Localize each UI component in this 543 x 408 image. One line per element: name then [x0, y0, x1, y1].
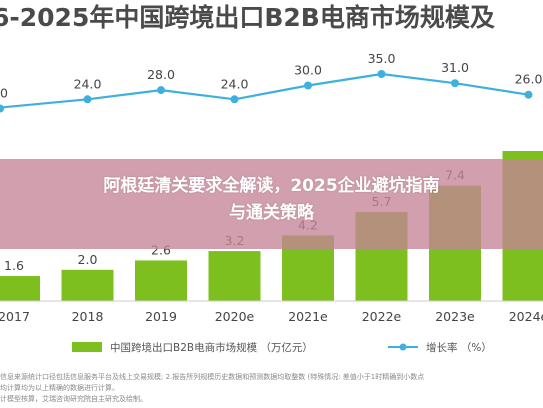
x-tick-label: 2018: [72, 309, 104, 324]
growth-line-layer: 0 24.0 28.0 24.0 30.0 35.0 31.0 26.0: [0, 51, 542, 113]
chart-title: 6-2025年中国跨境出口B2B电商市场规模及: [0, 3, 495, 32]
legend-bar-label: 中国跨境出口B2B电商市场规模 （万亿元）: [110, 341, 313, 354]
legend-line-label: 增长率 （%）: [426, 341, 492, 354]
bar-value-label: 1.6: [4, 258, 24, 273]
growth-value-label: 24.0: [221, 76, 249, 91]
bar-2018: [61, 269, 114, 301]
growth-value-label: 30.0: [294, 63, 322, 78]
legend-line-marker: [399, 343, 407, 351]
growth-value-label: 28.0: [147, 67, 175, 82]
growth-point: [0, 104, 4, 113]
legend: 中国跨境出口B2B电商市场规模 （万亿元） 增长率 （%）: [72, 341, 492, 354]
x-tick-label: 2020e: [215, 309, 255, 324]
x-tick-label: 2019: [145, 309, 177, 324]
x-tick-label: 2024e: [509, 309, 543, 324]
overlay-banner: [0, 159, 543, 249]
growth-value-label: 0: [0, 86, 8, 101]
growth-point: [230, 95, 239, 104]
growth-point: [304, 81, 312, 90]
growth-line: [0, 72, 529, 109]
growth-point: [524, 90, 533, 99]
bar-2017: [0, 276, 40, 301]
x-tick-label: 2021e: [288, 309, 328, 324]
growth-value-label: 26.0: [515, 72, 543, 87]
footnote-line-2: 均计算均为以上精确的数据进行计算。: [0, 384, 119, 392]
overlay-line-2: 与通关策略: [229, 203, 314, 223]
bar-2019: [135, 260, 187, 301]
x-tick-label: 2022e: [362, 309, 402, 324]
growth-value-label: 31.0: [441, 60, 469, 75]
footnote-line-1: 信息来源统计口径包括信息服务平台及线上交易规模; 2.报告所列规模历史数据和预测…: [0, 373, 425, 381]
x-tick-label: 2017: [0, 309, 30, 324]
growth-point: [83, 95, 92, 104]
overlay-line-1: 阿根廷清关要求全解读，2025企业避坑指南: [103, 176, 440, 196]
growth-value-label: 24.0: [74, 76, 102, 91]
footnote: 信息来源统计口径包括信息服务平台及线上交易规模; 2.报告所列规模历史数据和预测…: [0, 372, 543, 405]
growth-value-label: 35.0: [368, 51, 396, 66]
growth-point: [377, 70, 386, 78]
overlay-headline[interactable]: 阿根廷清关要求全解读，2025企业避坑指南 与通关策略: [0, 173, 543, 227]
footnote-line-3: 计模型核算，艾瑞咨询研究院自主研究及绘制。: [0, 395, 147, 403]
x-tick-label: 2023e: [435, 309, 475, 324]
legend-bar-swatch: [72, 342, 102, 352]
x-tick-labels: 2017 2018 2019 2020e 2021e 2022e 2023e 2024e: [0, 309, 543, 324]
growth-point: [157, 86, 165, 95]
growth-point: [451, 79, 459, 88]
bar-value-label: 2.0: [78, 252, 98, 267]
bar-2020e: [208, 251, 261, 301]
